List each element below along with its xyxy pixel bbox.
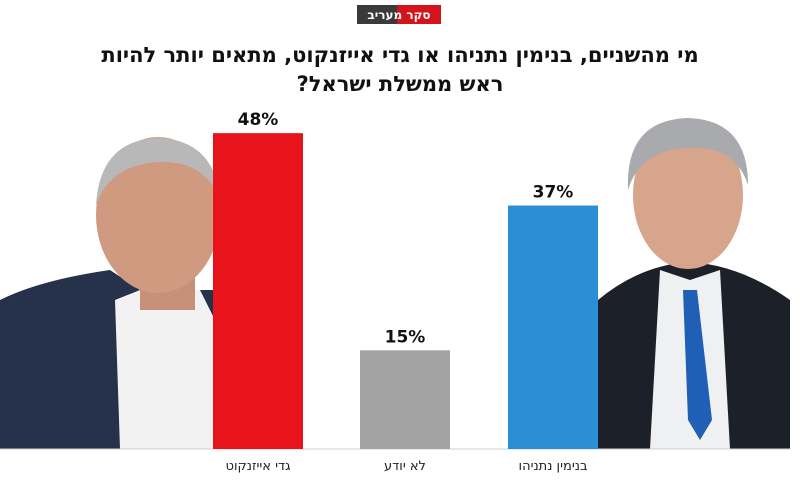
value-label: 37%	[533, 183, 574, 203]
portrait-right	[598, 118, 790, 449]
bar	[213, 133, 303, 449]
x-tick-label: גדי אייזנקוט	[226, 459, 291, 474]
badge-box	[357, 5, 397, 24]
value-label: 15%	[385, 327, 426, 347]
portrait-left	[0, 137, 220, 449]
x-tick-label: בנימין נתניהו	[519, 459, 588, 474]
x-tick-label: לא יודע	[384, 459, 426, 474]
value-label: 48%	[238, 110, 279, 130]
chart-title: מי מהשניים, בנימין נתניהו או גדי אייזנקו…	[101, 43, 698, 67]
badge: סקר מעריב	[367, 8, 430, 22]
bar	[360, 350, 450, 449]
bar	[508, 205, 598, 449]
chart-title: ראש ממשלת ישראל?	[297, 72, 504, 96]
